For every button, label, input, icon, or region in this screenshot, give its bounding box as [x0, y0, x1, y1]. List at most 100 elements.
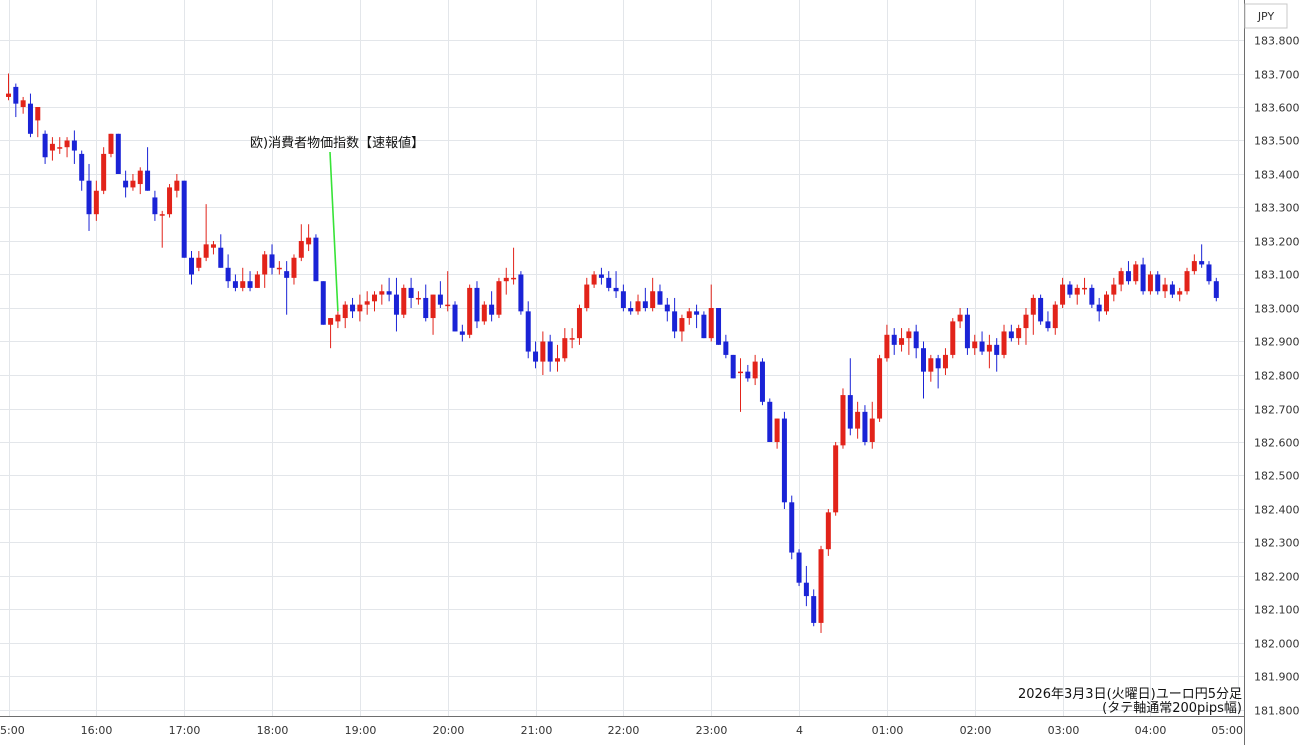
- candle-body: [745, 371, 751, 379]
- candle-body: [335, 314, 341, 322]
- candle-body: [408, 287, 414, 298]
- candle-down: [811, 589, 817, 627]
- candle-up: [833, 442, 839, 516]
- price-tick-label: 183.400: [1254, 169, 1300, 182]
- candle-body: [708, 308, 714, 339]
- candle-down: [1008, 324, 1014, 342]
- candle-body: [167, 187, 173, 215]
- candle-body: [86, 180, 92, 215]
- candle-down: [628, 301, 634, 315]
- candle-down: [657, 284, 663, 305]
- candle-up: [240, 267, 246, 292]
- candle-up: [1177, 287, 1183, 302]
- candle-up: [1074, 284, 1080, 305]
- candle-down: [320, 281, 326, 325]
- candle-down: [701, 311, 707, 339]
- candle-up: [1052, 301, 1058, 335]
- candle-down: [386, 277, 392, 302]
- candle-body: [964, 314, 970, 349]
- candles: [6, 73, 1219, 633]
- candle-body: [1177, 291, 1183, 295]
- candle-up: [635, 294, 641, 315]
- candle-body: [79, 153, 85, 181]
- candle-down: [437, 281, 443, 308]
- candle-body: [723, 341, 729, 355]
- time-tick-label: 18:00: [257, 724, 289, 737]
- candle-up: [942, 348, 948, 375]
- time-tick-label: 04:00: [1135, 724, 1167, 737]
- candle-body: [1125, 271, 1131, 282]
- candle-up: [774, 418, 780, 449]
- price-tick-label: 183.700: [1254, 69, 1300, 82]
- candle-body: [606, 277, 612, 288]
- candle-body: [957, 314, 963, 322]
- candle-body: [584, 284, 590, 308]
- candle-down: [518, 271, 524, 315]
- price-tick-label: 182.200: [1254, 571, 1300, 584]
- candle-up: [342, 301, 348, 329]
- candle-up: [591, 271, 597, 288]
- candle-down: [1096, 297, 1102, 322]
- candle-body: [364, 301, 370, 305]
- candle-body: [921, 348, 926, 372]
- candle-up: [855, 401, 861, 439]
- candle-body: [57, 147, 63, 149]
- candle-down: [474, 281, 480, 329]
- candle-body: [738, 371, 743, 374]
- candle-up: [928, 354, 934, 382]
- candle-down: [642, 287, 648, 312]
- candle-body: [101, 153, 107, 191]
- candle-down: [284, 261, 290, 315]
- caption-line-1: 2026年3月3日(火曜日)ユーロ円5分足: [1018, 687, 1242, 702]
- currency-label-box: [1244, 3, 1288, 29]
- candle-body: [818, 549, 824, 623]
- candle-body: [511, 277, 517, 280]
- candle-body: [1184, 271, 1190, 292]
- candle-down: [71, 130, 77, 164]
- candle-down: [730, 354, 736, 379]
- candle-down: [13, 83, 19, 118]
- price-tick-label: 183.200: [1254, 236, 1300, 249]
- candle-body: [1052, 304, 1058, 329]
- candle-body: [547, 341, 553, 362]
- candle-up: [35, 107, 41, 138]
- candle-body: [650, 291, 656, 308]
- candle-body: [115, 133, 121, 174]
- candle-down: [613, 271, 619, 298]
- candle-body: [203, 244, 209, 258]
- candle-up: [686, 308, 692, 325]
- candle-body: [928, 358, 934, 372]
- candle-body: [833, 445, 839, 513]
- candle-body: [1016, 328, 1022, 339]
- candle-body: [686, 311, 692, 319]
- candle-up: [708, 284, 714, 342]
- candle-body: [1213, 281, 1219, 298]
- candle-body: [1155, 274, 1161, 292]
- candle-up: [101, 147, 107, 195]
- candle-body: [972, 341, 978, 349]
- price-tick-label: 182.500: [1254, 470, 1300, 483]
- candle-body: [503, 277, 509, 282]
- candle-down: [247, 271, 253, 292]
- time-tick-label: 19:00: [345, 724, 377, 737]
- candle-body: [767, 401, 773, 442]
- candle-body: [1001, 331, 1007, 355]
- candle-body: [42, 133, 48, 158]
- candle-body: [840, 395, 846, 446]
- price-tick-label: 182.400: [1254, 504, 1300, 517]
- candle-down: [716, 308, 722, 345]
- candle-up: [752, 354, 758, 386]
- candle-body: [210, 244, 216, 248]
- candle-body: [298, 241, 304, 258]
- candle-body: [467, 287, 473, 335]
- candle-down: [606, 271, 612, 292]
- candle-body: [781, 418, 787, 503]
- time-tick-label: 17:00: [169, 724, 201, 737]
- candle-body: [1133, 264, 1139, 282]
- candle-body: [899, 338, 905, 345]
- candle-down: [393, 277, 399, 332]
- candle-up: [906, 328, 912, 355]
- annotation-label: 欧)消費者物価指数【速報値】: [250, 135, 424, 151]
